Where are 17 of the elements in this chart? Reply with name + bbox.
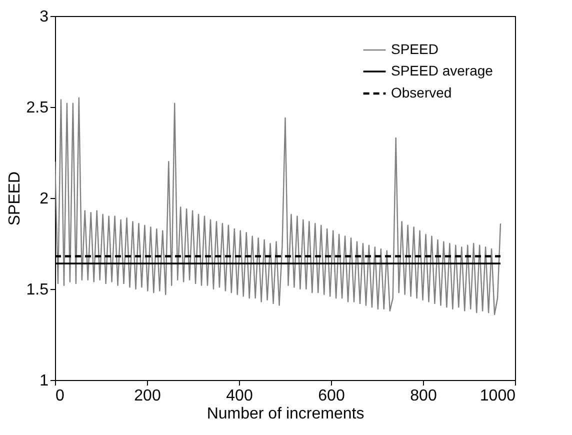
y-axis-title: SPEED [6,171,24,226]
x-tick-label: 800 [410,388,437,404]
legend-label: Observed [391,84,452,100]
x-tick-label: 1000 [480,388,516,404]
x-tick-label: 200 [134,388,161,404]
y-tick-label: 1 [40,372,49,390]
line-series [55,97,502,316]
x-tick-label: 600 [318,388,345,404]
x-tick-label: 400 [226,388,253,404]
x-axis-title: Number of increments [206,406,364,422]
legend-label: SPEED average [391,62,494,78]
y-tick-label: 1.5 [26,282,49,298]
y-tick-label: 3 [40,8,49,26]
y-tick-label: 2.5 [26,100,49,116]
legend-label: SPEED [391,41,438,57]
y-tick-label: 2 [40,190,49,208]
x-tick-label: 0 [56,388,64,404]
